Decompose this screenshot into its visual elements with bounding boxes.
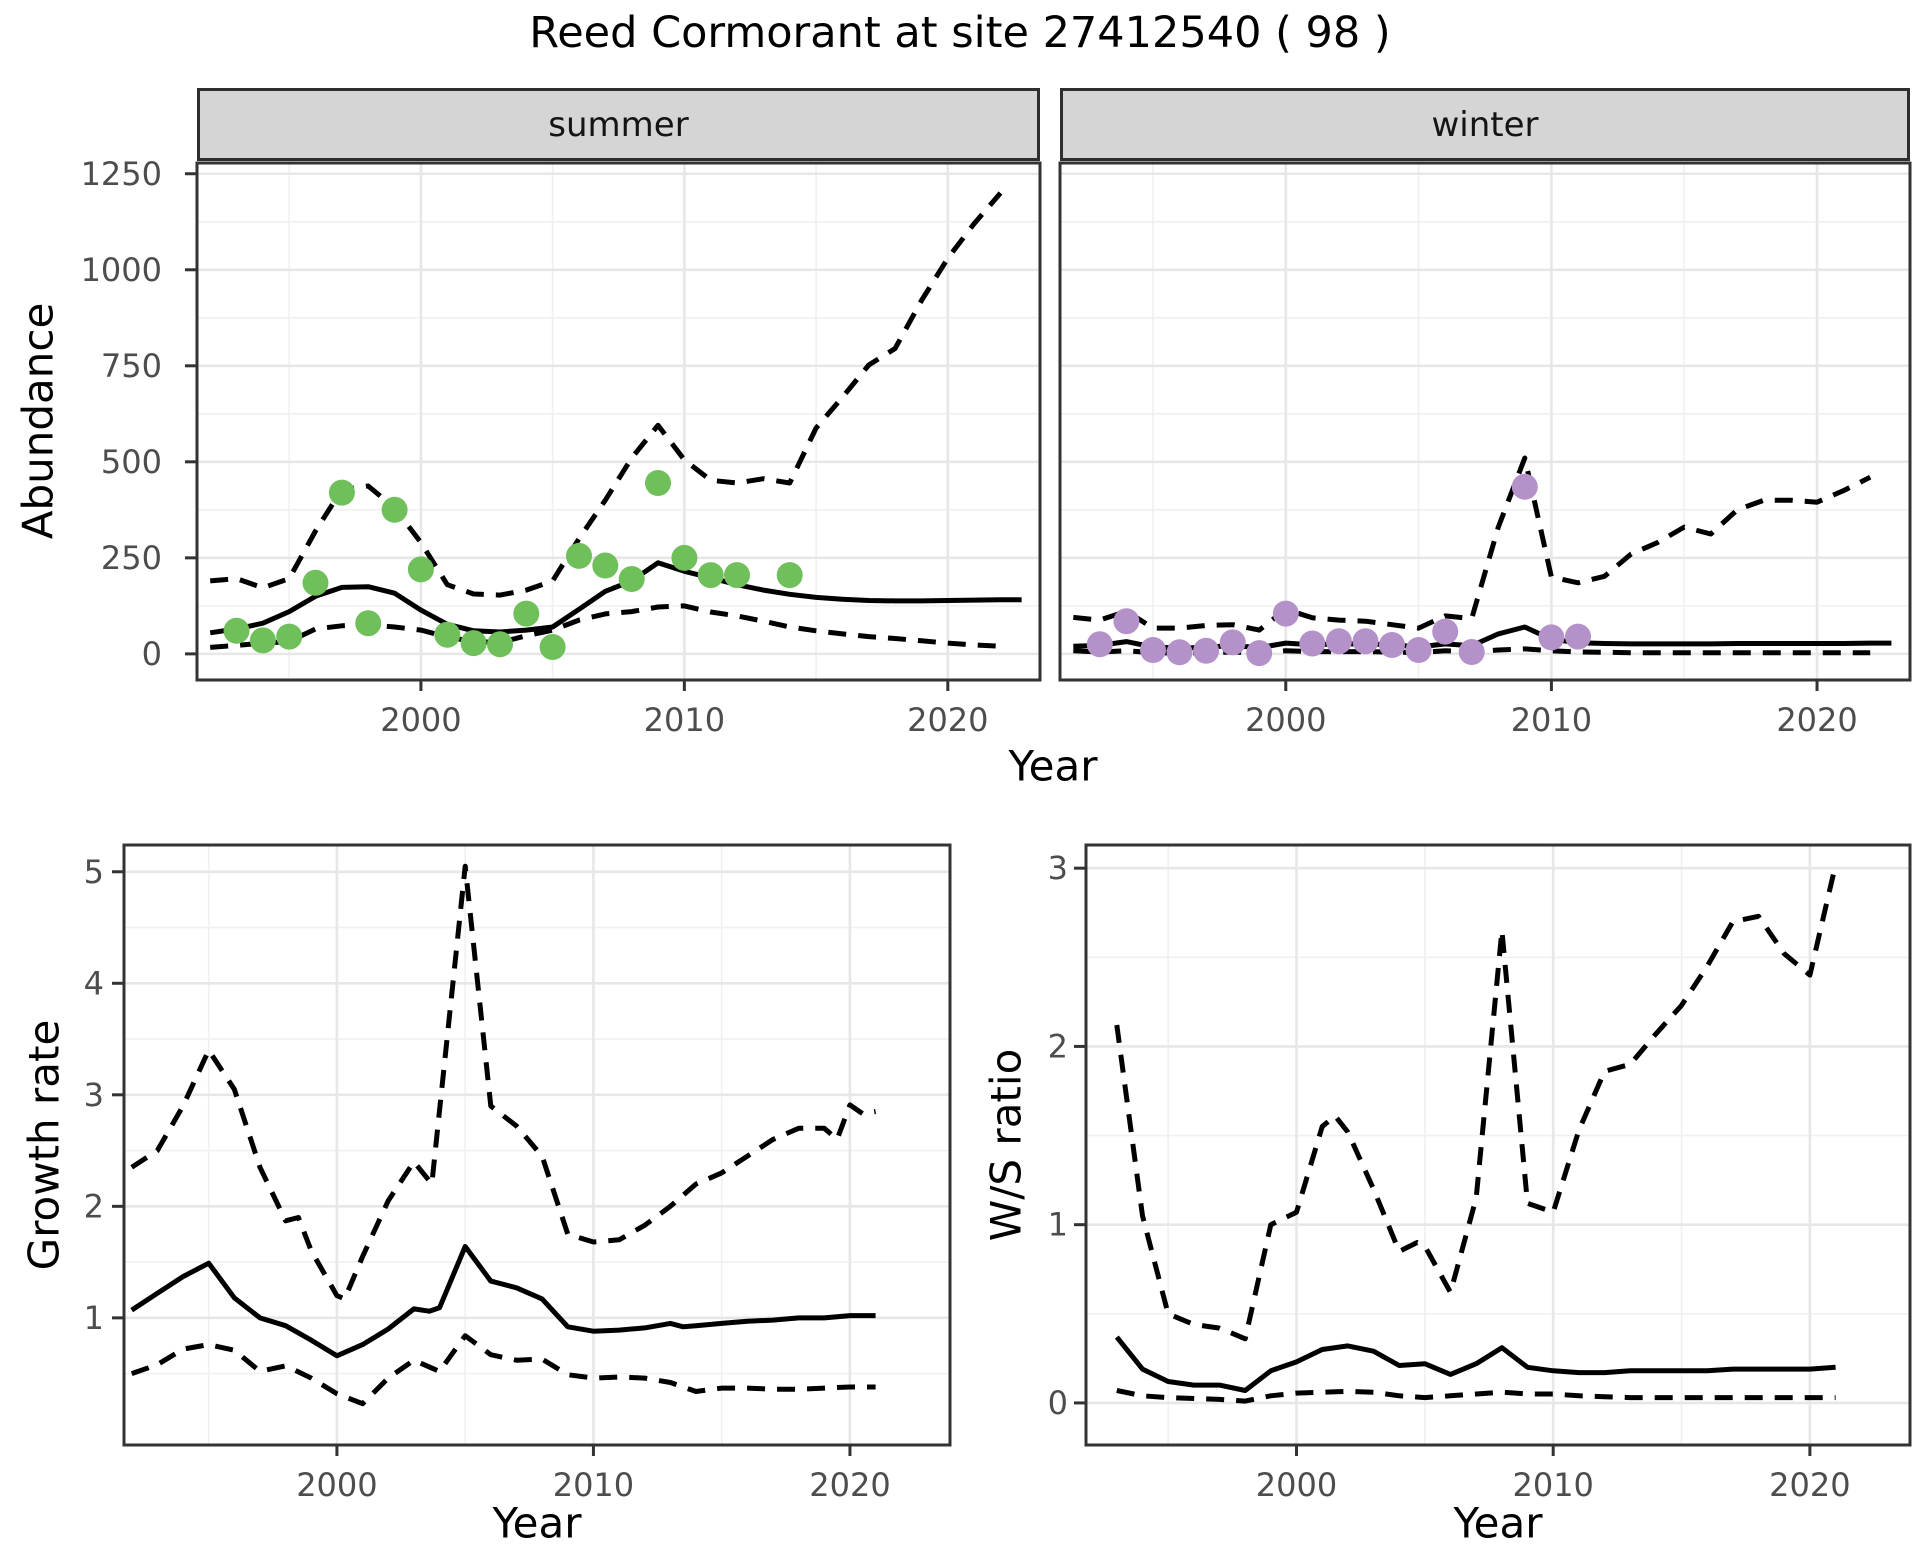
winter-abundance-point [1565,623,1591,650]
summer-abundance-point [407,556,434,583]
winter-abundance-point [1193,637,1220,664]
x-tick-label: 2010 [1512,1466,1593,1504]
y-axis-title-abundance: Abundance [13,302,63,540]
x-axis-title-year-top: Year [1008,741,1098,791]
summer-abundance-point [566,542,592,569]
y-axis-title-ws-ratio: W/S ratio [981,1048,1031,1242]
facet-strip-summer-label: summer [548,104,689,145]
winter-abundance-point [1538,624,1565,651]
y-tick-label: 1 [84,1299,104,1337]
summer-abundance-point [618,566,645,592]
summer-abundance-point [381,496,408,523]
x-tick-label: 2000 [1256,1466,1337,1504]
y-tick-label: 3 [1048,849,1068,887]
winter-abundance-panel-bg [1060,163,1910,680]
summer-abundance-point [302,569,329,596]
winter-abundance-point [1379,632,1405,658]
facet-strip-winter: winter [1060,88,1910,161]
ws-ratio-ci-upper [1114,864,1839,1342]
winter-abundance-point [1113,608,1140,635]
facet-strip-winter-label: winter [1431,104,1539,145]
y-tick-label: 3 [84,1076,104,1114]
x-tick-label: 2020 [907,701,988,739]
ws-ratio-panel-border [1084,843,1912,1447]
x-tick-label: 2020 [809,1466,890,1504]
summer-abundance-panel-bg [197,163,1040,680]
y-tick-label: 2 [1048,1027,1068,1065]
x-axis-title-year-ws: Year [1453,1498,1543,1548]
y-tick-label: 1250 [81,155,162,193]
winter-abundance-point [1086,631,1113,658]
winter-abundance-point [1299,630,1326,657]
summer-abundance-point [539,634,566,660]
x-tick-label: 2000 [380,701,461,739]
winter-abundance-point [1325,628,1352,655]
y-tick-label: 5 [84,853,104,891]
summer-abundance-point [592,552,619,579]
summer-abundance-point [276,623,303,650]
x-tick-label: 2010 [1511,701,1592,739]
growth-rate-growth-fit [130,1244,876,1359]
ws-ratio-ws-fit [1114,1335,1836,1393]
summer-abundance-model-fit [209,560,1022,636]
y-tick-label: 0 [1048,1384,1068,1422]
x-tick-label: 2020 [1769,1466,1850,1504]
summer-abundance-point [328,479,355,506]
summer-abundance-point [355,610,382,637]
summer-abundance-point [249,627,276,654]
y-tick-label: 1 [1048,1206,1068,1244]
summer-abundance-point [434,621,461,648]
x-axis-title-year-growth: Year [492,1498,582,1548]
winter-abundance-point [1140,637,1166,663]
winter-abundance-point [1511,473,1538,500]
x-tick-label: 2000 [296,1466,377,1504]
y-tick-label: 0 [142,635,162,673]
y-tick-label: 250 [101,539,162,577]
growth-rate-panel-bg [124,845,950,1445]
summer-abundance-point [513,600,540,627]
summer-abundance-point [724,562,750,589]
summer-abundance-point [776,562,803,589]
y-tick-label: 1000 [81,251,162,289]
x-tick-label: 2020 [1776,701,1857,739]
growth-rate-ci-upper [130,863,877,1302]
summer-abundance-point [645,470,671,496]
y-tick-label: 750 [101,347,162,385]
winter-abundance-panel-border [1058,161,1912,682]
x-tick-label: 2000 [1245,701,1326,739]
winter-abundance-point [1352,628,1379,655]
summer-abundance-point [223,617,250,644]
summer-abundance-ci-lower [210,603,1001,650]
x-tick-label: 2010 [553,1466,634,1504]
summer-abundance-point [671,544,698,571]
winter-abundance-point [1458,639,1485,665]
facet-strip-summer: summer [197,88,1040,161]
winter-abundance-point [1219,629,1246,656]
summer-abundance-point [460,630,487,657]
summer-abundance-panel-border [195,161,1042,682]
summer-abundance-point [697,562,724,589]
growth-rate-panel-border [122,843,952,1447]
x-tick-label: 2010 [644,701,725,739]
winter-abundance-point [1246,640,1273,667]
winter-abundance-point [1432,618,1459,645]
growth-rate-ci-lower [130,1333,876,1407]
y-tick-label: 2 [84,1187,104,1225]
y-tick-label: 500 [101,443,162,481]
winter-abundance-point [1272,600,1299,627]
chart-title: Reed Cormorant at site 27412540 ( 98 ) [529,8,1391,58]
winter-abundance-point [1405,637,1432,663]
ws-ratio-ci-lower [1116,1388,1836,1404]
winter-abundance-point [1166,639,1193,666]
y-tick-label: 4 [84,964,104,1002]
y-axis-title-growth-rate: Growth rate [19,1019,69,1271]
ws-ratio-panel-bg [1086,845,1910,1445]
summer-abundance-point [487,631,513,658]
